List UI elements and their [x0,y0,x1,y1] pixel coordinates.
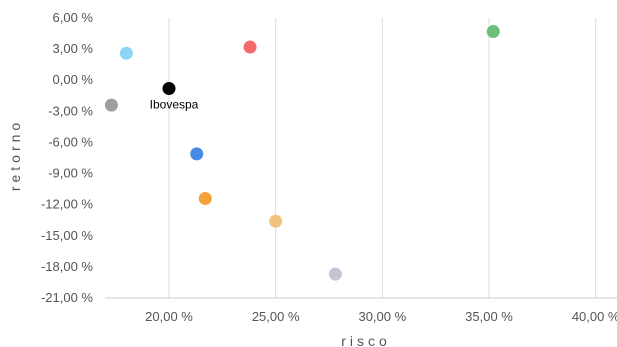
y-tick-label: -18,00 % [41,259,93,274]
x-axis-title: risco [341,333,391,347]
data-point [119,46,133,60]
y-tick-label: -15,00 % [41,228,93,243]
x-tick-label: 25,00 % [252,309,300,324]
y-tick-label: 6,00 % [53,10,94,25]
data-point [162,82,176,96]
data-point [198,191,212,205]
y-tick-label: 0,00 % [53,72,94,87]
y-axis-ticks: 6,00 % 3,00 % 0,00 % -3,00 % -6,00 % -9,00 % -… [41,10,93,305]
data-point [104,98,118,112]
x-tick-label: 30,00 % [358,309,406,324]
y-axis-title: retorno [7,119,23,191]
y-tick-label: -21,00 % [41,290,93,305]
data-point [243,40,257,54]
y-tick-label: -9,00 % [48,166,93,181]
data-point [269,214,283,228]
x-tick-label: 20,00 % [145,309,193,324]
data-points: Ibovespa [104,24,500,281]
data-point [328,267,342,281]
x-tick-label: 40,00 % [572,309,617,324]
x-axis-ticks: 20,00 % 25,00 % 30,00 % 35,00 % 40,00 % [145,309,617,324]
y-tick-label: -12,00 % [41,197,93,212]
data-point [486,24,500,38]
data-point-label: Ibovespa [150,98,199,112]
data-point [190,147,204,161]
y-tick-label: -3,00 % [48,103,93,118]
grid-lines [105,18,617,299]
y-tick-label: -6,00 % [48,134,93,149]
y-tick-label: 3,00 % [53,41,94,56]
x-tick-label: 35,00 % [465,309,513,324]
